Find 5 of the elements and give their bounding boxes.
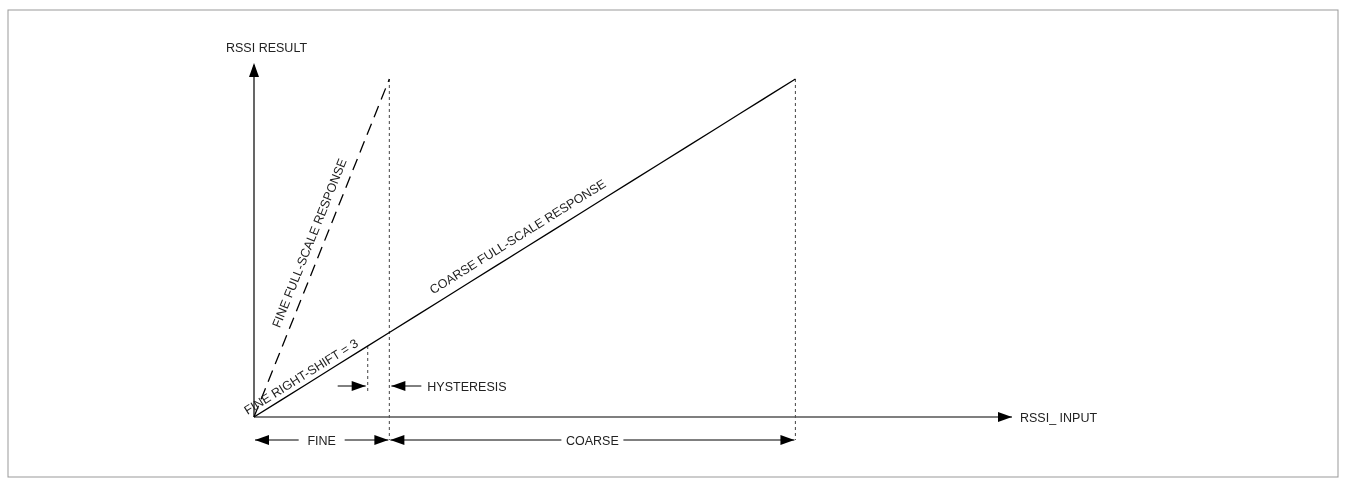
y-axis-title: RSSI RESULT xyxy=(226,41,308,55)
x-axis-title: RSSI_ INPUT xyxy=(1020,410,1098,425)
text: COARSE xyxy=(565,433,619,448)
text: FINE xyxy=(307,433,336,448)
annotation: HYSTERESIS xyxy=(427,379,507,394)
